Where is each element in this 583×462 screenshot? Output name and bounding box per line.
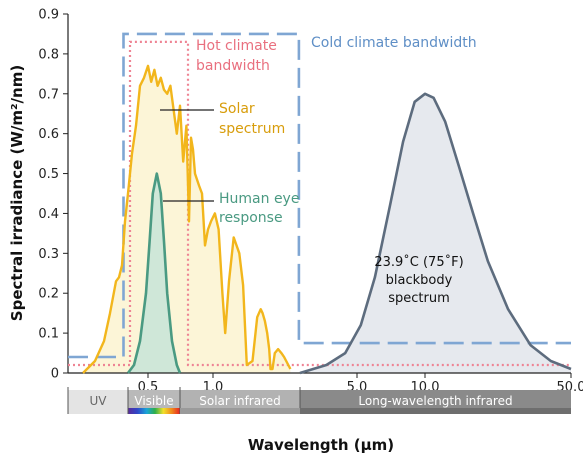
series-fill-2 [300,93,571,374]
eye-label-line1: Human eye [219,191,299,207]
x-axis-title: Wavelength (µm) [248,436,394,454]
long-wave-strip [300,408,571,414]
band-visible [128,390,180,408]
series-line-1 [126,172,182,374]
blackbody-label-line3: spectrum [388,291,450,306]
solar-label-line1: Solar [219,101,255,117]
visible-spectrum-strip [128,408,180,414]
band-0 [68,390,128,414]
y-tick-label: 0.9 [38,8,59,23]
fills-layer [83,65,571,374]
blackbody-label-line2: blackbody [386,273,453,288]
eye-label-line2: response [219,210,283,226]
y-tick-label: 0.1 [38,327,59,342]
band-label: Visible [134,394,173,408]
solar-ir-strip [180,408,300,414]
axes-layer: 00.10.20.30.40.50.60.70.80.90.5 1.0 5.0 10.… [38,8,583,396]
series-fill-1 [128,173,180,373]
hot-climate-bandwidth-line [68,40,571,367]
blackbody-label-line1: 23.9˚C (75˚F) [374,254,463,270]
series-fill-0 [83,65,291,374]
series-line-0 [82,64,292,374]
y-axis-title: Spectral irradiance (W/m²/nm) [8,65,26,321]
y-tick-label: 0.7 [38,87,59,102]
y-tick-label: 0.2 [38,287,59,302]
cold-climate-label: Cold climate bandwidth [311,35,477,51]
band-label: UV [90,394,108,408]
y-tick-label: 0.6 [38,127,59,142]
y-tick-label: 0.3 [38,247,59,262]
y-tick-label: 0.8 [38,47,59,62]
band-label: Solar infrared [199,394,281,408]
hot-climate-label-line2: bandwidth [196,58,270,74]
band-label: Long-wavelength infrared [358,394,512,408]
y-tick-label: 0.4 [38,207,59,222]
y-tick-label: 0 [51,367,59,382]
solar-label-line2: spectrum [219,121,285,137]
lines-layer [68,32,572,375]
series-line-2 [299,92,572,375]
wavelength-band-bar: UV Visible Solar infrared Long-wavelength i… [67,387,571,414]
hot-climate-label-line1: Hot climate [196,38,277,54]
cold-climate-bandwidth-line [68,32,571,359]
y-tick-label: 0.5 [38,167,59,182]
